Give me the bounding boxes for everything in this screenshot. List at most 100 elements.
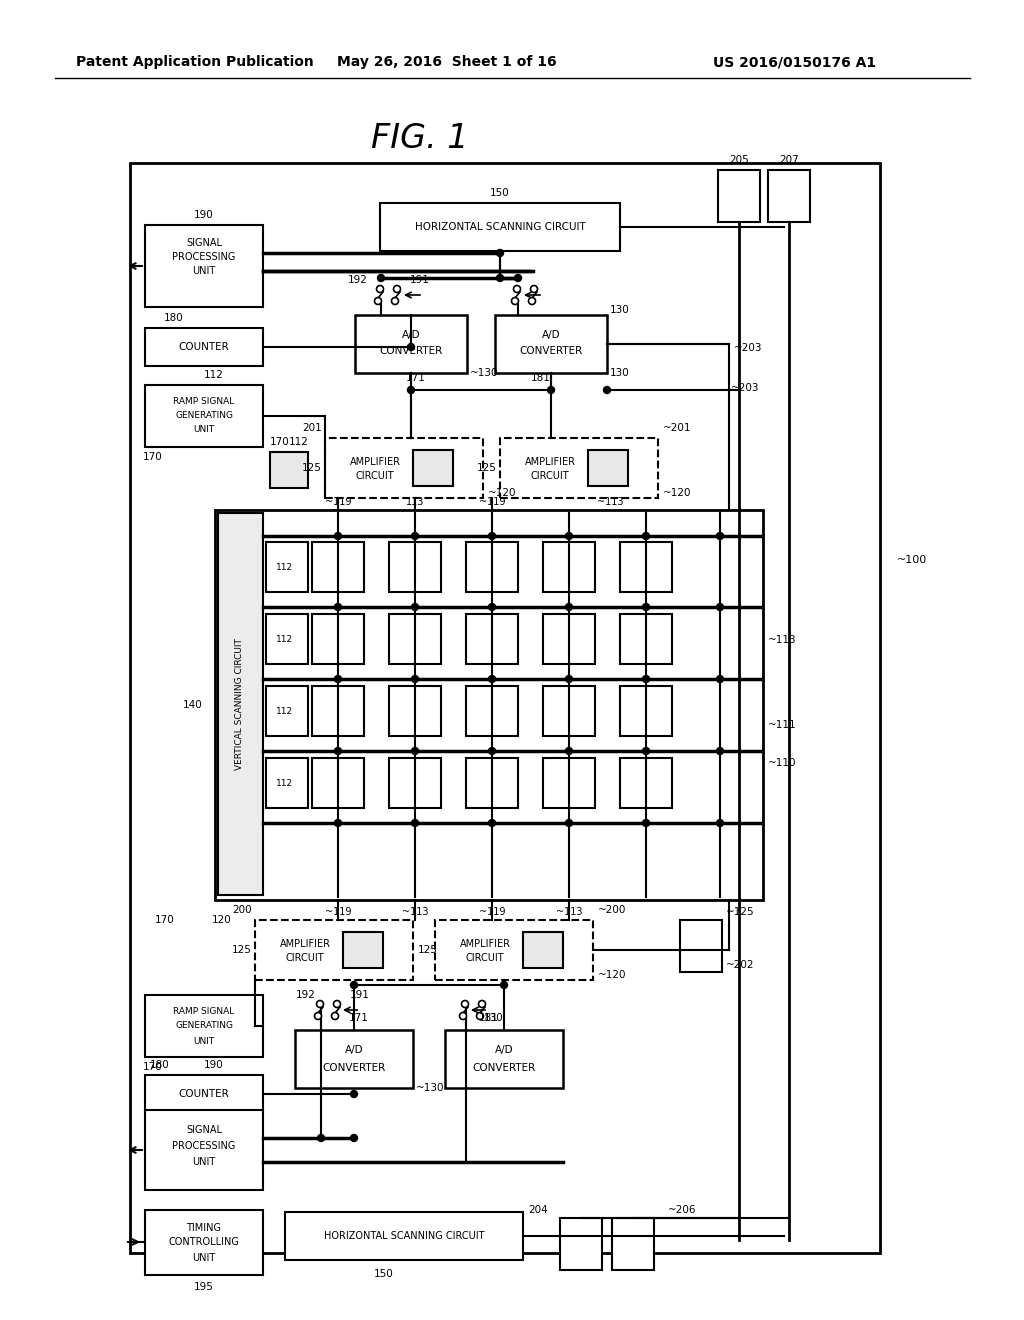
Text: UNIT: UNIT: [193, 1253, 216, 1263]
Text: ~113: ~113: [401, 907, 428, 917]
Circle shape: [478, 1001, 485, 1007]
Text: US 2016/0150176 A1: US 2016/0150176 A1: [714, 55, 877, 69]
Bar: [500, 438, 658, 498]
Circle shape: [378, 275, 384, 281]
Circle shape: [717, 603, 724, 610]
Text: A/D: A/D: [495, 1045, 513, 1055]
Circle shape: [642, 747, 649, 755]
Text: PROCESSING: PROCESSING: [172, 252, 236, 261]
Bar: [312, 758, 364, 808]
Text: ~206: ~206: [668, 1205, 696, 1214]
Text: CONVERTER: CONVERTER: [472, 1063, 536, 1073]
Bar: [718, 170, 760, 222]
Text: ~130: ~130: [416, 1082, 444, 1093]
Text: 170: 170: [143, 1063, 163, 1072]
Bar: [389, 686, 441, 737]
Text: 150: 150: [490, 187, 510, 198]
Text: CONVERTER: CONVERTER: [323, 1063, 386, 1073]
Bar: [620, 686, 672, 737]
Text: 195: 195: [195, 1282, 214, 1292]
Bar: [266, 614, 308, 664]
Text: ~200: ~200: [598, 906, 627, 915]
Bar: [543, 758, 595, 808]
Text: 112: 112: [276, 635, 294, 644]
Text: ~113: ~113: [768, 635, 797, 645]
Bar: [145, 1110, 263, 1191]
Bar: [266, 758, 308, 808]
Text: 125: 125: [232, 945, 252, 954]
Bar: [325, 438, 483, 498]
Text: 181: 181: [531, 374, 551, 383]
Circle shape: [332, 1012, 339, 1019]
Circle shape: [642, 532, 649, 540]
Bar: [355, 315, 467, 374]
Circle shape: [565, 820, 572, 826]
Text: AMPLIFIER: AMPLIFIER: [280, 939, 331, 949]
Circle shape: [514, 275, 521, 281]
Text: ~201: ~201: [663, 422, 691, 433]
Bar: [768, 170, 810, 222]
Bar: [130, 162, 880, 1253]
Circle shape: [391, 297, 398, 305]
Circle shape: [317, 1134, 325, 1142]
Text: 130: 130: [610, 305, 630, 315]
Circle shape: [501, 982, 508, 989]
Bar: [680, 920, 722, 972]
Text: GENERATING: GENERATING: [175, 411, 233, 420]
Bar: [145, 327, 263, 366]
Bar: [620, 614, 672, 664]
Text: GENERATING: GENERATING: [175, 1020, 233, 1030]
Circle shape: [350, 982, 357, 989]
Text: 180: 180: [150, 1060, 170, 1071]
Text: 130: 130: [484, 1012, 504, 1023]
Circle shape: [512, 297, 518, 305]
Bar: [266, 543, 308, 591]
Circle shape: [642, 603, 649, 610]
Circle shape: [335, 532, 341, 540]
Text: ~119: ~119: [325, 498, 351, 507]
Circle shape: [717, 747, 724, 755]
Text: ~120: ~120: [663, 488, 691, 498]
Circle shape: [642, 820, 649, 826]
Text: 201: 201: [302, 422, 322, 433]
Bar: [523, 932, 563, 968]
Text: 180: 180: [164, 313, 184, 323]
Text: TIMING: TIMING: [186, 1224, 221, 1233]
Circle shape: [488, 820, 496, 826]
Text: ~120: ~120: [598, 970, 627, 979]
Circle shape: [316, 1001, 324, 1007]
Text: 204: 204: [528, 1205, 548, 1214]
Circle shape: [565, 532, 572, 540]
Text: 112: 112: [276, 780, 294, 788]
Bar: [435, 920, 593, 979]
Circle shape: [488, 747, 496, 755]
Circle shape: [528, 297, 536, 305]
Text: HORIZONTAL SCANNING CIRCUIT: HORIZONTAL SCANNING CIRCUIT: [324, 1232, 484, 1241]
Text: ~119: ~119: [479, 907, 505, 917]
Text: 113: 113: [406, 498, 424, 507]
Text: AMPLIFIER: AMPLIFIER: [524, 457, 575, 467]
Bar: [312, 686, 364, 737]
Bar: [466, 686, 518, 737]
Text: 171: 171: [349, 1012, 369, 1023]
Circle shape: [334, 1001, 341, 1007]
Text: UNIT: UNIT: [193, 1158, 216, 1167]
Text: RAMP SIGNAL: RAMP SIGNAL: [173, 396, 234, 405]
Bar: [285, 1212, 523, 1261]
Text: ~203: ~203: [731, 383, 760, 393]
Bar: [145, 1210, 263, 1275]
Circle shape: [717, 676, 724, 682]
Circle shape: [565, 747, 572, 755]
Bar: [380, 203, 620, 251]
Circle shape: [548, 387, 555, 393]
Text: 191: 191: [350, 990, 370, 1001]
Text: CIRCUIT: CIRCUIT: [466, 953, 504, 964]
Text: ~119: ~119: [325, 907, 351, 917]
Circle shape: [462, 1001, 469, 1007]
Bar: [312, 614, 364, 664]
Text: ~130: ~130: [470, 368, 499, 378]
Text: UNIT: UNIT: [193, 267, 216, 276]
Circle shape: [497, 249, 504, 256]
Circle shape: [565, 603, 572, 610]
Bar: [543, 614, 595, 664]
